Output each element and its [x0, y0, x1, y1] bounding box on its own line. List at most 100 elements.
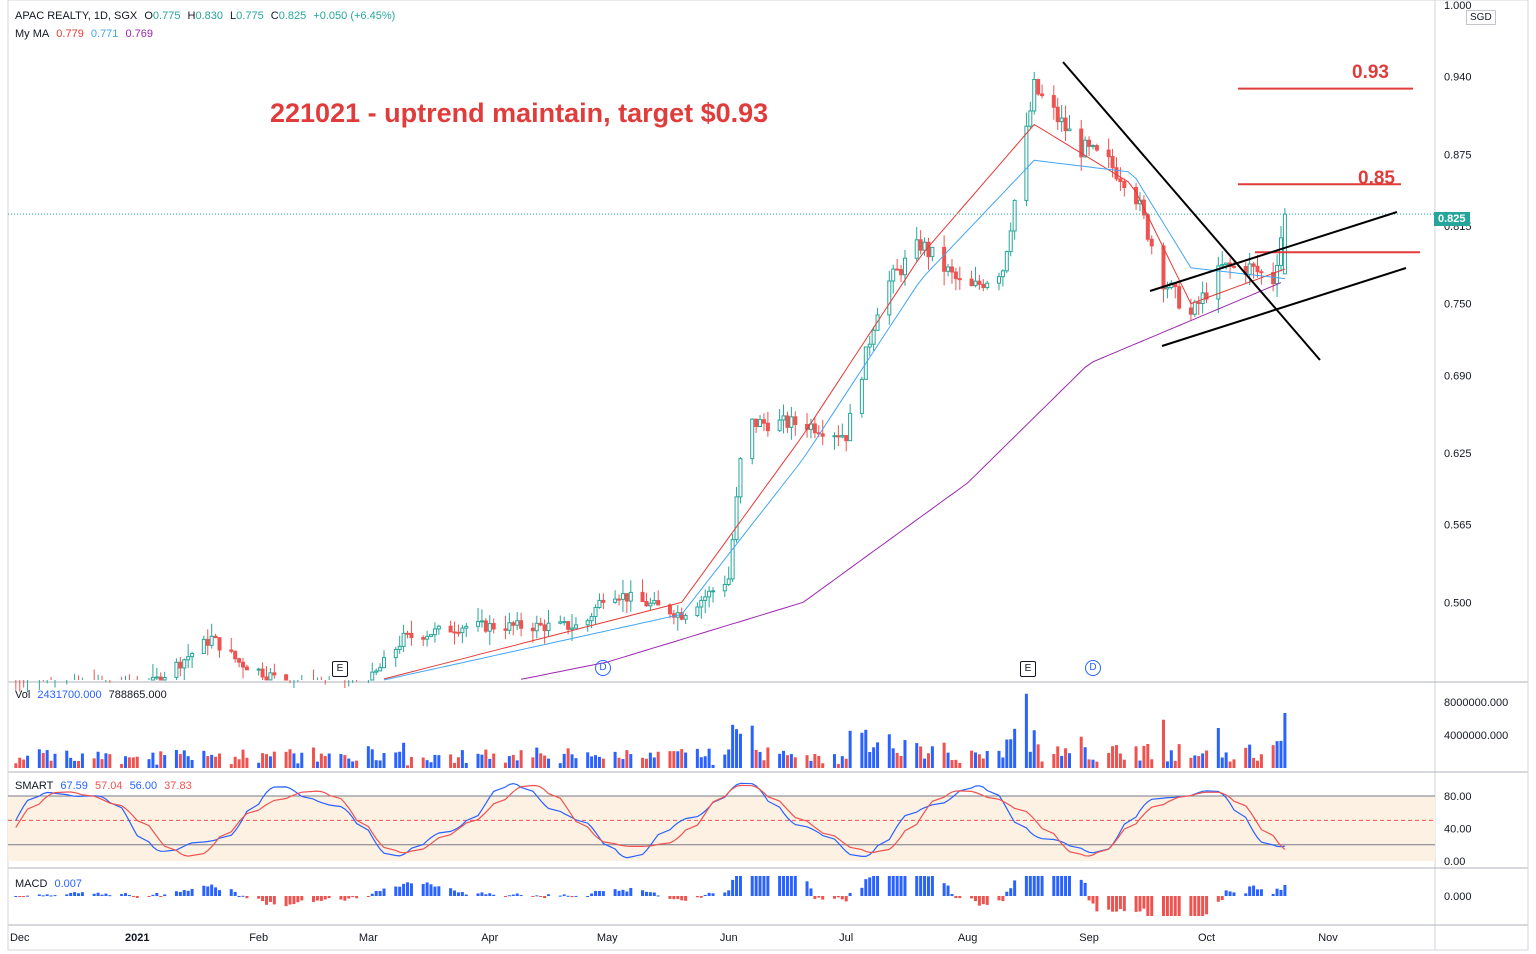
candle-body: [538, 622, 543, 626]
macd-bar: [460, 892, 464, 896]
macd-bar: [151, 894, 155, 896]
volume-bar: [65, 750, 69, 768]
macd-bar: [343, 896, 347, 901]
dividend-badge[interactable]: D: [1085, 660, 1101, 676]
volume-bar: [312, 747, 316, 768]
time-tick-label: Feb: [249, 932, 268, 944]
candle-body: [436, 625, 441, 630]
macd-bar: [425, 882, 429, 896]
macd-bar: [1134, 896, 1138, 912]
candle-body: [644, 601, 649, 607]
volume-bar: [793, 757, 797, 768]
volume-bar: [14, 763, 18, 768]
candle-body: [942, 246, 947, 272]
smart-value-4: 37.83: [164, 780, 192, 792]
candle-body: [1040, 93, 1045, 97]
macd-bar: [903, 876, 907, 896]
candle-body: [601, 599, 606, 603]
volume-bar: [22, 759, 26, 768]
candle-body: [734, 496, 739, 541]
candle-body: [515, 620, 520, 626]
candle-body: [1036, 79, 1041, 95]
macd-bar: [672, 896, 676, 900]
macd-bar: [1036, 876, 1040, 896]
volume-bar: [366, 746, 370, 768]
volume-bar: [1189, 757, 1193, 768]
macd-bar: [1165, 896, 1169, 916]
macd-bar: [1228, 891, 1232, 896]
volume-bar: [985, 751, 989, 768]
volume-bar: [731, 724, 735, 768]
earnings-badge[interactable]: E: [332, 661, 348, 677]
macd-bar: [1197, 896, 1201, 916]
price-tick-label: 0.750: [1444, 299, 1472, 311]
macd-bar: [1064, 876, 1068, 896]
volume-bar: [1197, 756, 1201, 768]
currency-badge[interactable]: SGD: [1466, 10, 1496, 25]
volume-bar: [327, 753, 331, 768]
ma-mid-value: 0.771: [90, 28, 119, 40]
volume-bar: [652, 757, 656, 768]
candle-body: [1008, 230, 1013, 253]
macd-bar: [566, 895, 570, 897]
macd-bar: [1079, 879, 1083, 896]
macd-bar: [1107, 896, 1111, 910]
volume-bar: [586, 752, 590, 768]
macd-bar: [836, 896, 840, 898]
volume-bar: [315, 761, 319, 768]
candle-body: [573, 624, 578, 629]
volume-bar: [895, 752, 899, 768]
macd-bar: [1142, 896, 1146, 909]
macd-bar: [80, 892, 84, 896]
macd-bar: [731, 879, 735, 896]
candle-body: [1079, 128, 1084, 158]
candle-body: [233, 650, 238, 660]
macd-bar: [1095, 896, 1099, 912]
volume-bar: [323, 756, 327, 768]
macd-bar: [300, 896, 304, 901]
macd-bar: [312, 896, 316, 902]
candle-body: [562, 621, 567, 624]
volume-bar: [1067, 753, 1071, 768]
macd-bar: [1220, 896, 1224, 901]
price-tick-label: 0.565: [1444, 520, 1472, 532]
downtrend-line: [1062, 61, 1321, 361]
candle-body: [546, 622, 551, 632]
candle-body: [1259, 271, 1264, 274]
dividend-badge[interactable]: D: [595, 660, 611, 676]
macd-bar: [750, 876, 754, 896]
volume-bar: [973, 752, 977, 768]
time-tick-label: Nov: [1318, 932, 1338, 944]
macd-bar: [844, 896, 848, 902]
candle-body: [1282, 213, 1287, 275]
earnings-badge[interactable]: E: [1020, 661, 1036, 677]
macd-bar: [437, 886, 441, 896]
candle-body: [1000, 270, 1005, 278]
volume-bar: [515, 760, 519, 768]
macd-bar: [1177, 896, 1181, 916]
candle-body: [902, 257, 907, 276]
close-value: 0.825: [278, 10, 307, 22]
macd-bar: [684, 896, 688, 901]
volume-bar: [1142, 745, 1146, 768]
volume-bar: [1040, 761, 1044, 768]
candle-body: [820, 433, 825, 437]
close-label: C: [270, 10, 279, 22]
volume-bar: [1064, 748, 1068, 768]
volume-bar: [1083, 747, 1087, 768]
candle-body: [1114, 167, 1119, 180]
candle-body: [628, 591, 633, 602]
macd-bar: [14, 896, 18, 897]
macd-bar: [1279, 889, 1283, 896]
volume-tick-label: 8000000.000: [1444, 697, 1508, 709]
macd-bar: [268, 896, 272, 903]
volume-bar: [100, 759, 104, 768]
macd-bar: [644, 891, 648, 896]
macd-bar: [985, 896, 989, 905]
volume-bar: [155, 764, 159, 768]
volume-bar: [18, 757, 22, 768]
volume-bar: [762, 760, 766, 768]
volume-bar: [656, 751, 660, 768]
candle-body: [213, 635, 218, 639]
